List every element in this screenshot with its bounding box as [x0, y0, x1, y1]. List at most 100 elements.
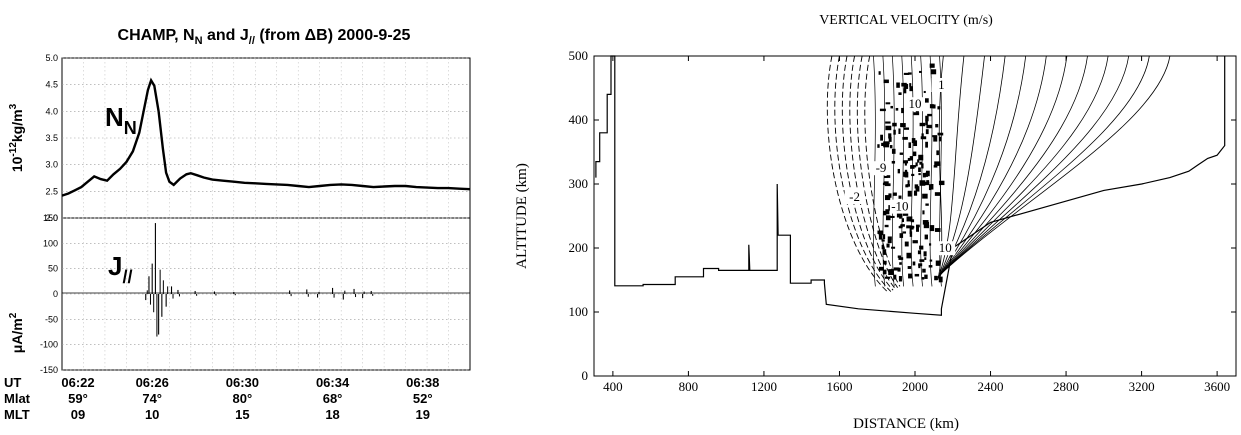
velocity-core-speck	[929, 63, 935, 68]
velocity-core-speck	[883, 210, 887, 216]
champ-figure: CHAMP, NN and J// (from ΔB) 2000-9-25 5.…	[0, 0, 480, 435]
velocity-x-tick-label: 800	[679, 379, 699, 394]
velocity-contour-line	[937, 55, 1006, 280]
nn-y-tick-label: 2.0	[45, 213, 58, 223]
terrain-boundary-line	[595, 55, 1226, 316]
velocity-core-speck	[918, 263, 921, 269]
x-row-label: Mlat	[4, 391, 31, 406]
nn-panel-label: NN	[105, 102, 137, 138]
velocity-core-speck	[903, 127, 910, 130]
velocity-core-speck	[909, 228, 912, 234]
contour-label: 10	[939, 240, 952, 255]
j-y-tick-label: -100	[40, 340, 58, 350]
contour-label: 10	[909, 96, 922, 111]
velocity-core-speck	[902, 212, 909, 216]
velocity-core-speck	[883, 260, 887, 265]
velocity-core-speck	[878, 71, 881, 75]
velocity-contour-line	[937, 55, 1088, 279]
velocity-core-speck	[890, 105, 894, 109]
x-row-value: 10	[145, 407, 159, 422]
velocity-core-speck	[904, 83, 909, 89]
velocity-core-speck	[922, 210, 925, 215]
velocity-core-speck	[923, 98, 929, 103]
velocity-core-speck	[907, 266, 912, 269]
velocity-core-speck	[897, 267, 901, 272]
velocity-core-speck	[898, 92, 902, 95]
velocity-core-speck	[925, 129, 929, 135]
x-row-value: 06:34	[316, 375, 350, 390]
velocity-core-speck	[884, 175, 888, 179]
velocity-core-speck	[903, 171, 908, 177]
contour-label-bg	[935, 241, 956, 256]
velocity-core-speck	[918, 173, 921, 176]
velocity-core-speck	[924, 234, 928, 240]
velocity-core-speck	[912, 240, 918, 244]
velocity-core-speck	[888, 193, 892, 198]
velocity-core-speck	[884, 183, 891, 187]
velocity-core-speck	[898, 128, 901, 135]
velocity-core-speck	[888, 215, 895, 218]
velocity-core-speck	[892, 122, 897, 127]
velocity-axis-ticks: 400 800 1200 1600 2000 2400 2800 3200 3600 0 100 20…	[569, 48, 1236, 394]
velocity-core-speck	[925, 115, 929, 122]
velocity-contour-line	[937, 55, 1109, 278]
contour-label-bg	[889, 199, 910, 214]
velocity-y-tick-label: 500	[569, 48, 589, 63]
velocity-core-speck	[906, 225, 912, 229]
velocity-core-speck	[896, 82, 900, 88]
velocity-core-speck	[877, 230, 884, 234]
nn-y-tick-label: 5.0	[45, 53, 58, 63]
velocity-core-speck	[899, 233, 904, 238]
velocity-core-speck	[898, 195, 902, 199]
velocity-core-speck	[917, 159, 920, 163]
velocity-contour-line	[910, 55, 914, 287]
velocity-contour-dashed	[834, 55, 892, 292]
velocity-core-speck	[909, 86, 913, 92]
velocity-core-speck	[895, 107, 899, 111]
x-row-value: 09	[71, 407, 85, 422]
velocity-core-speck	[914, 273, 920, 277]
velocity-core-speck	[897, 255, 902, 258]
velocity-contour-line	[920, 55, 923, 287]
velocity-core-speck	[887, 239, 892, 244]
velocity-core-speck	[932, 104, 936, 109]
velocity-y-tick-label: 0	[582, 368, 589, 383]
velocity-core-speck	[922, 172, 926, 178]
contour-label: -9	[876, 160, 887, 175]
velocity-core-speck	[906, 252, 912, 259]
velocity-core-speck	[934, 275, 938, 281]
velocity-core-speck	[924, 274, 928, 279]
velocity-x-tick-label: 1200	[751, 379, 777, 394]
velocity-core-speck	[915, 162, 918, 167]
velocity-core-speck	[910, 165, 917, 168]
velocity-chart-svg: VERTICAL VELOCITY (m/s) 400 800 1200 1600 20…	[514, 13, 1237, 432]
nn-y-tick-label: 2.5	[45, 186, 58, 196]
velocity-core-speck	[898, 257, 904, 260]
champ-chart-svg: CHAMP, NN and J// (from ΔB) 2000-9-25 5.…	[4, 27, 471, 422]
velocity-contour-line	[937, 55, 1068, 279]
velocity-core-speck	[919, 161, 923, 165]
velocity-core-speck	[910, 219, 915, 223]
j-y-axis-label: μA/m2	[8, 312, 25, 353]
velocity-core-speck	[887, 236, 892, 240]
velocity-core-speck	[893, 267, 899, 271]
velocity-core-speck	[936, 150, 939, 156]
velocity-core-speck	[877, 144, 880, 148]
velocity-core-speck	[925, 119, 928, 126]
velocity-core-speck	[899, 216, 902, 219]
velocity-core-speck	[879, 108, 886, 112]
j-y-ticks: 150 100 50 0 -50 -100 -150	[40, 213, 58, 375]
velocity-core-speck	[909, 83, 912, 87]
velocity-core-speck	[916, 224, 920, 228]
velocity-core-speck	[913, 140, 918, 147]
velocity-core-speck	[883, 181, 889, 184]
contour-label-bg	[905, 97, 925, 112]
velocity-core-speck	[907, 190, 912, 197]
velocity-core-speck	[915, 186, 920, 192]
velocity-core-speck	[878, 233, 882, 240]
velocity-core-speck	[919, 180, 926, 186]
j-panel-label: J//	[108, 251, 132, 287]
velocity-core-speck	[928, 184, 932, 191]
nn-grid	[62, 57, 470, 219]
velocity-core-speck	[899, 152, 904, 155]
